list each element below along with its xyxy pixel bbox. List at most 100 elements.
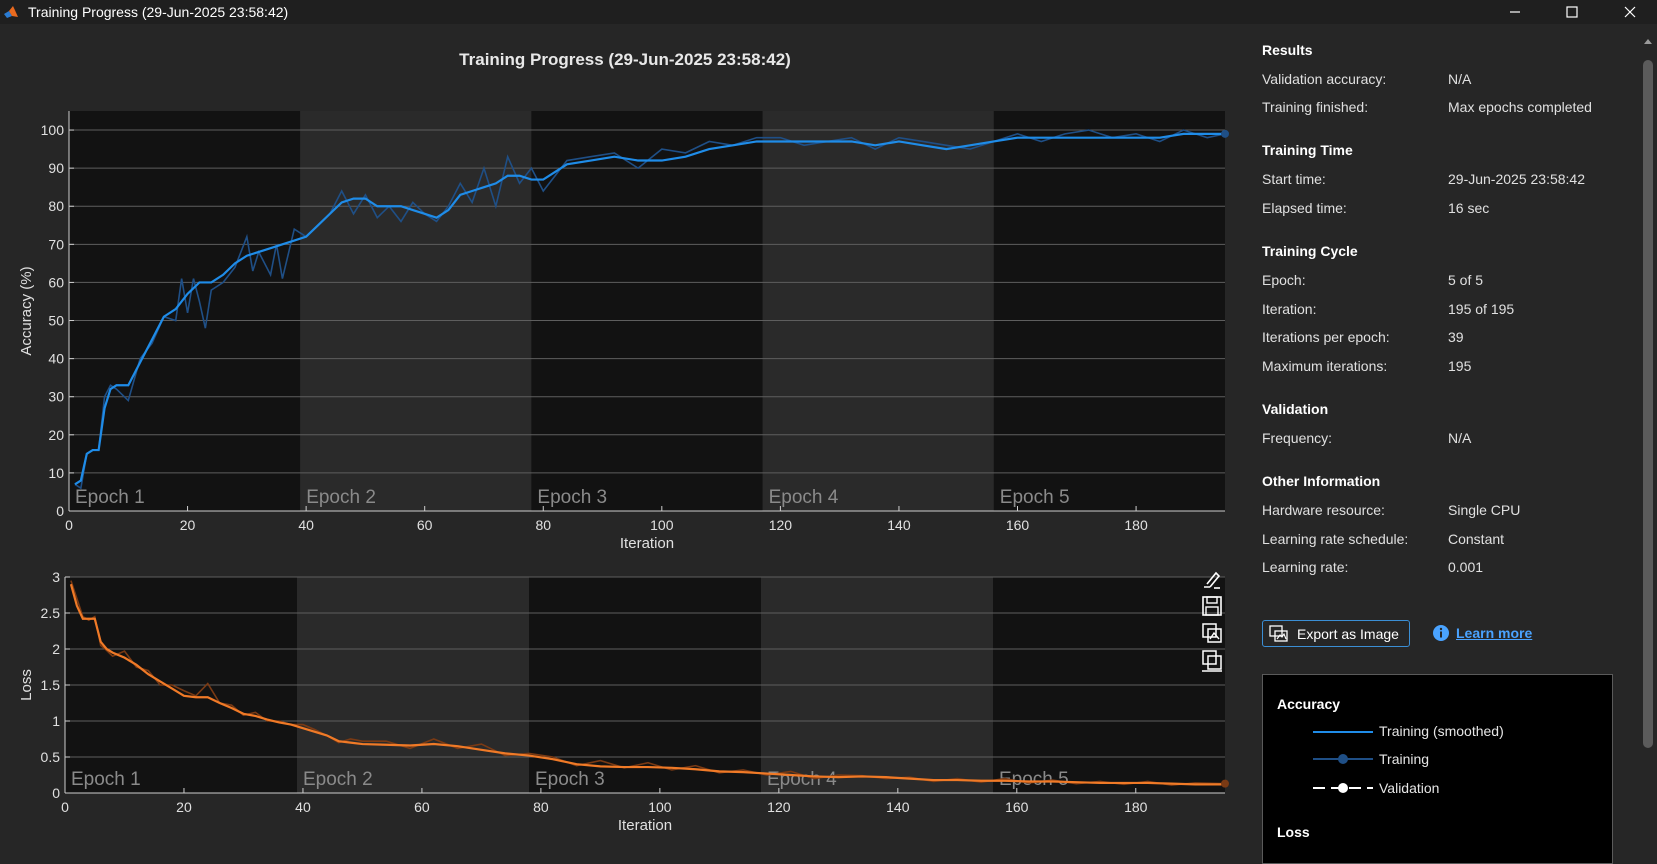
frequency-label: Frequency: bbox=[1262, 430, 1333, 446]
maximum-iterations-label: Maximum iterations: bbox=[1262, 358, 1388, 374]
x-tick-label: 180 bbox=[1124, 799, 1148, 815]
grid-lines bbox=[65, 576, 1225, 794]
plot-title: Training Progress (29-Jun-2025 23:58:42) bbox=[459, 50, 791, 69]
learning-rate-label: Learning rate: bbox=[1262, 559, 1349, 575]
legend-box: Accuracy Training (smoothed) Training Va… bbox=[1262, 674, 1613, 864]
section-title-training-cycle: Training Cycle bbox=[1262, 243, 1358, 259]
copy-figure-icon[interactable] bbox=[1200, 648, 1224, 672]
iteration-label: Iteration: bbox=[1262, 301, 1317, 317]
minimize-button[interactable] bbox=[1495, 0, 1535, 24]
y-tick-label: 40 bbox=[48, 351, 64, 367]
y-tick-label: 0 bbox=[56, 503, 64, 519]
y-tick-label: 100 bbox=[41, 122, 65, 138]
x-tick-label: 100 bbox=[650, 517, 674, 533]
accuracy-chart[interactable]: Epoch 1 Epoch 2 Epoch 3 Epoch 4 Epoch 5 0 10 20… bbox=[0, 0, 1250, 560]
y-tick-label: 0 bbox=[52, 785, 60, 801]
x-tick-label: 0 bbox=[61, 799, 69, 815]
close-button[interactable] bbox=[1610, 0, 1650, 24]
x-tick-label: 0 bbox=[65, 517, 73, 533]
x-tick-label: 40 bbox=[298, 517, 314, 533]
epoch-label-2: Epoch 2 bbox=[303, 769, 373, 790]
start-time-value: 29-Jun-2025 23:58:42 bbox=[1448, 171, 1585, 187]
close-icon bbox=[1624, 6, 1636, 18]
y-tick-label: 20 bbox=[48, 427, 64, 443]
learn-more-link[interactable]: Learn more bbox=[1432, 624, 1532, 642]
window-title: Training Progress (29-Jun-2025 23:58:42) bbox=[28, 4, 289, 20]
epoch-band-5 bbox=[993, 111, 1225, 511]
start-time-label: Start time: bbox=[1262, 171, 1326, 187]
validation-accuracy-value: N/A bbox=[1448, 71, 1472, 87]
y-tick-label: 1.5 bbox=[41, 677, 61, 693]
x-tick-label: 60 bbox=[417, 517, 433, 533]
x-tick-label: 20 bbox=[180, 517, 196, 533]
epoch-label-1: Epoch 1 bbox=[75, 487, 145, 508]
y-tick-label: 2 bbox=[52, 641, 60, 657]
x-tick-label: 160 bbox=[1006, 517, 1030, 533]
x-tick-label: 180 bbox=[1124, 517, 1148, 533]
legend-item-training: Training bbox=[1379, 751, 1430, 767]
y-tick-label: 50 bbox=[48, 313, 64, 329]
epoch-band-1 bbox=[65, 577, 297, 793]
save-icon[interactable] bbox=[1200, 594, 1224, 618]
y-tick-label: 3 bbox=[52, 569, 60, 585]
y-tick-label: 70 bbox=[48, 236, 64, 252]
export-image-icon bbox=[1269, 624, 1288, 642]
training-series-line bbox=[74, 129, 1226, 490]
elapsed-time-label: Elapsed time: bbox=[1262, 200, 1347, 216]
legend-accuracy-title: Accuracy bbox=[1277, 696, 1341, 712]
x-tick-label: 80 bbox=[535, 517, 551, 533]
epoch-label-2: Epoch 2 bbox=[306, 487, 376, 508]
iterations-per-epoch-label: Iterations per epoch: bbox=[1262, 329, 1390, 345]
scroll-up-icon[interactable] bbox=[1641, 34, 1655, 48]
legend-item-training-smoothed: Training (smoothed) bbox=[1379, 723, 1504, 739]
x-tick-label: 40 bbox=[295, 799, 311, 815]
epoch-band-2 bbox=[300, 111, 532, 511]
vertical-scrollbar[interactable] bbox=[1641, 28, 1655, 852]
y-tick-label: 80 bbox=[48, 198, 64, 214]
epoch-label-3: Epoch 3 bbox=[535, 769, 605, 790]
epoch-value: 5 of 5 bbox=[1448, 272, 1484, 288]
restore-view-icon[interactable] bbox=[1200, 621, 1224, 645]
training-finished-label: Training finished: bbox=[1262, 99, 1369, 115]
legend-item-validation: Validation bbox=[1379, 780, 1440, 796]
export-button-label: Export as Image bbox=[1297, 625, 1399, 642]
learning-rate-schedule-label: Learning rate schedule: bbox=[1262, 531, 1409, 547]
epoch-label-1: Epoch 1 bbox=[71, 769, 141, 790]
epoch-band-3 bbox=[529, 577, 761, 793]
epoch-label-4: Epoch 4 bbox=[767, 769, 837, 790]
scrollbar-thumb[interactable] bbox=[1643, 60, 1653, 748]
x-tick-label: 120 bbox=[767, 799, 791, 815]
epoch-band-2 bbox=[297, 577, 529, 793]
final-training-point bbox=[1221, 779, 1229, 788]
y-tick-label: 30 bbox=[48, 389, 64, 405]
y-axis-label: Loss bbox=[18, 669, 35, 701]
learn-more-label: Learn more bbox=[1456, 625, 1533, 641]
section-title-training-time: Training Time bbox=[1262, 142, 1353, 158]
brush-icon[interactable] bbox=[1200, 568, 1224, 592]
epoch-label-4: Epoch 4 bbox=[769, 487, 839, 508]
maximize-icon bbox=[1566, 6, 1578, 18]
legend-training-marker-icon bbox=[1313, 754, 1373, 764]
iteration-value: 195 of 195 bbox=[1448, 301, 1515, 317]
section-title-results: Results bbox=[1262, 42, 1313, 58]
export-as-image-button[interactable]: Export as Image bbox=[1262, 620, 1410, 647]
epoch-band-3 bbox=[531, 111, 763, 511]
learning-rate-value: 0.001 bbox=[1448, 559, 1484, 575]
y-tick-label: 1 bbox=[52, 713, 60, 729]
epoch-label-5: Epoch 5 bbox=[999, 769, 1069, 790]
y-tick-label: 90 bbox=[48, 160, 64, 176]
y-tick-label: 60 bbox=[48, 274, 64, 290]
epoch-bands bbox=[69, 111, 1225, 511]
training-smoothed-series-line bbox=[69, 583, 1225, 786]
maximize-button[interactable] bbox=[1552, 0, 1592, 24]
iterations-per-epoch-value: 39 bbox=[1448, 329, 1464, 345]
elapsed-time-value: 16 sec bbox=[1448, 200, 1490, 216]
epoch-band-4 bbox=[761, 577, 993, 793]
info-icon bbox=[1433, 625, 1449, 641]
frequency-value: N/A bbox=[1448, 430, 1472, 446]
minimize-icon bbox=[1510, 11, 1520, 13]
legend-smoothed-line-icon bbox=[1313, 731, 1373, 733]
x-axis-label: Iteration bbox=[618, 817, 672, 834]
x-tick-label: 60 bbox=[414, 799, 430, 815]
epoch-band-4 bbox=[762, 111, 994, 511]
